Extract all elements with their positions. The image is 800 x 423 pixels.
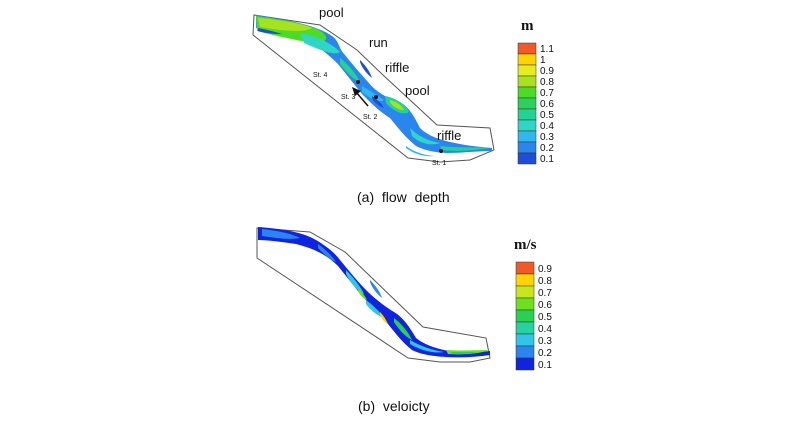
depth-legend-swatch-3 bbox=[517, 64, 537, 77]
velocity-legend-tick-7: 0.3 bbox=[538, 336, 552, 347]
reach-label-riffle-1: riffle bbox=[385, 60, 409, 75]
depth-legend-tick-6: 0.6 bbox=[540, 99, 554, 110]
velocity-legend-swatch-3 bbox=[515, 285, 535, 299]
velocity-legend-tick-6: 0.4 bbox=[538, 324, 552, 335]
depth-legend-tick-7: 0.5 bbox=[540, 110, 554, 121]
velocity-legend-swatch-5 bbox=[515, 309, 535, 323]
depth-legend-tick-2: 1 bbox=[540, 55, 546, 66]
reach-label-pool-2: pool bbox=[405, 83, 430, 98]
velocity-legend-tick-4: 0.6 bbox=[538, 300, 552, 311]
depth-legend-swatch-8 bbox=[517, 119, 537, 132]
depth-legend-swatch-5 bbox=[517, 86, 537, 99]
station-label-2: St. 2 bbox=[363, 114, 378, 121]
depth-legend-swatch-10 bbox=[517, 141, 537, 154]
depth-legend-swatch-6 bbox=[517, 97, 537, 110]
reach-label-run: run bbox=[369, 35, 388, 50]
flow-direction-arrow bbox=[355, 91, 369, 107]
velocity-legend-swatch-6 bbox=[515, 321, 535, 335]
station-label-3: St. 3 bbox=[341, 94, 356, 101]
velocity-legend-tick-5: 0.5 bbox=[538, 312, 552, 323]
velocity-legend-swatch-7 bbox=[515, 333, 535, 347]
station-label-4: St. 4 bbox=[313, 72, 328, 79]
reach-label-riffle-2: riffle bbox=[437, 128, 461, 143]
depth-legend-tick-1: 1.1 bbox=[540, 44, 554, 55]
velocity-legend-tick-8: 0.2 bbox=[538, 348, 552, 359]
depth-legend-swatch-4 bbox=[517, 75, 537, 88]
velocity-legend-tick-2: 0.8 bbox=[538, 276, 552, 287]
depth-legend-tick-4: 0.8 bbox=[540, 77, 554, 88]
depth-legend-tick-10: 0.2 bbox=[540, 143, 554, 154]
velocity-legend: 0.9 0.8 0.7 0.6 0.5 0.4 0.3 0.2 0.1 bbox=[515, 261, 552, 371]
velocity-domain-outline bbox=[256, 227, 491, 363]
velocity-legend-tick-1: 0.9 bbox=[538, 264, 552, 275]
depth-legend-tick-9: 0.3 bbox=[540, 132, 554, 143]
depth-legend-swatch-2 bbox=[517, 53, 537, 66]
depth-caption: (a) flow depth bbox=[357, 189, 450, 205]
velocity-panel: 0.9 0.8 0.7 0.6 0.5 0.4 0.3 0.2 0.1 bbox=[256, 227, 552, 371]
depth-domain-outline bbox=[252, 14, 495, 163]
velocity-legend-swatch-2 bbox=[515, 273, 535, 287]
depth-legend-tick-8: 0.4 bbox=[540, 121, 554, 132]
depth-legend: 1.1 1 0.9 0.8 0.7 0.6 0.5 0.4 0.3 0.2 0.… bbox=[517, 42, 554, 165]
depth-flow-field bbox=[256, 15, 492, 157]
station-label-1: St. 1 bbox=[432, 160, 447, 167]
velocity-legend-tick-3: 0.7 bbox=[538, 288, 552, 299]
velocity-legend-tick-9: 0.1 bbox=[538, 360, 552, 371]
depth-legend-swatch-7 bbox=[517, 108, 537, 121]
velocity-legend-swatch-9 bbox=[515, 357, 535, 371]
velocity-legend-swatch-4 bbox=[515, 297, 535, 311]
depth-legend-swatch-1 bbox=[517, 42, 537, 55]
depth-legend-title: m bbox=[521, 18, 534, 34]
velocity-legend-swatch-1 bbox=[515, 261, 535, 275]
velocity-flow-field bbox=[258, 227, 490, 358]
depth-legend-tick-11: 0.1 bbox=[540, 154, 554, 165]
depth-legend-tick-5: 0.7 bbox=[540, 88, 554, 99]
velocity-legend-swatch-8 bbox=[515, 345, 535, 359]
depth-legend-tick-3: 0.9 bbox=[540, 66, 554, 77]
flow-direction-arrowhead bbox=[352, 87, 361, 96]
depth-legend-swatch-9 bbox=[517, 130, 537, 143]
velocity-caption: (b) veloicty bbox=[358, 398, 430, 414]
depth-legend-swatch-11 bbox=[517, 152, 537, 165]
depth-panel: pool run riffle pool riffle St. 4 St. 3 … bbox=[252, 5, 554, 167]
velocity-legend-title: m/s bbox=[514, 237, 537, 253]
reach-label-pool-1: pool bbox=[319, 5, 344, 20]
